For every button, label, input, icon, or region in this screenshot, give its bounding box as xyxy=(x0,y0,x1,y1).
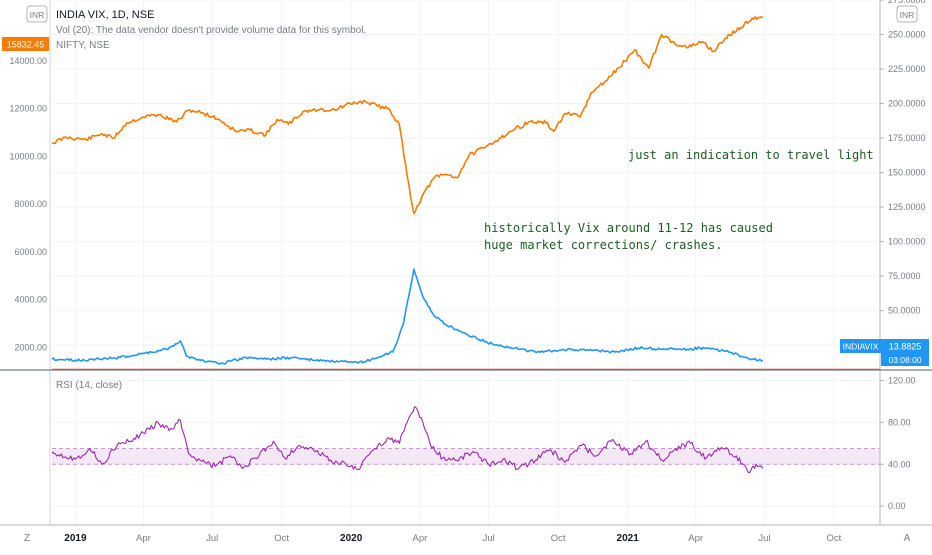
vix-price-tag: INDIAVIX 13.8825 03:08:00 xyxy=(840,339,929,366)
time-tick-label: 2021 xyxy=(617,533,640,544)
right-tick-label: 275.0000 xyxy=(888,0,926,5)
main-grid xyxy=(52,0,880,370)
right-tick-label: 100.0000 xyxy=(888,237,926,247)
right-tick-label: 200.0000 xyxy=(888,99,926,109)
rsi-tick-label: 120.00 xyxy=(888,375,916,385)
nifty-price-tag: 15832.45 xyxy=(2,37,49,51)
time-tick-label: Apr xyxy=(413,533,428,544)
vix-symbol-text: INDIAVIX xyxy=(843,342,879,352)
left-tick-label: 4000.00 xyxy=(14,295,47,305)
time-tick-label: Oct xyxy=(827,533,842,544)
left-tick-label: 10000.00 xyxy=(9,151,47,161)
time-tick-label: Oct xyxy=(274,533,289,544)
left-tick-label: 14000.00 xyxy=(9,56,47,66)
time-axis-ticks[interactable]: 2019 Apr Jul Oct 2020 Apr Jul Oct 2021 Apr Jul Oct xyxy=(64,533,841,544)
rsi-tick-label: 40.00 xyxy=(888,459,911,469)
currency-badge-left[interactable]: INR xyxy=(26,5,48,23)
time-tick-label: 2020 xyxy=(340,533,363,544)
right-axis-ticks[interactable]: 25.000050.000075.0000100.0000125.0000150… xyxy=(880,0,926,350)
nifty-series-line xyxy=(52,16,763,215)
right-tick-label: 50.0000 xyxy=(888,306,921,316)
overlay-series-label[interactable]: NIFTY, NSE xyxy=(56,40,110,51)
left-tick-label: 12000.00 xyxy=(9,104,47,114)
time-tick-label: Apr xyxy=(136,533,151,544)
rsi-grid xyxy=(52,370,880,525)
auto-scale-button[interactable]: A xyxy=(904,533,911,544)
time-tick-label: Jul xyxy=(206,533,218,544)
right-tick-label: 75.0000 xyxy=(888,271,921,281)
right-tick-label: 225.0000 xyxy=(888,64,926,74)
right-tick-label: 150.0000 xyxy=(888,168,926,178)
nifty-price-text: 15832.45 xyxy=(7,40,45,50)
annotation-travel-light[interactable]: just an indication to travel light xyxy=(628,148,874,162)
time-tick-label: Apr xyxy=(688,533,703,544)
vix-price-text: 13.8825 xyxy=(889,342,922,352)
zoom-button[interactable]: Z xyxy=(24,533,30,544)
rsi-axis-ticks[interactable]: 0.00 40.00 80.00 120.00 xyxy=(880,375,916,511)
left-axis-ticks[interactable]: 2000.00 4000.00 6000.00 8000.00 10000.00 1200… xyxy=(9,56,47,352)
volume-note: Vol (20): The data vendor doesn't provid… xyxy=(56,25,366,36)
rsi-tick-label: 0.00 xyxy=(888,501,906,511)
currency-right-text: INR xyxy=(900,10,915,20)
left-tick-label: 6000.00 xyxy=(14,247,47,257)
symbol-title[interactable]: INDIA VIX, 1D, NSE xyxy=(56,9,154,21)
time-tick-label: Oct xyxy=(551,533,566,544)
rsi-legend-label[interactable]: RSI (14, close) xyxy=(56,380,122,391)
right-tick-label: 125.0000 xyxy=(888,202,926,212)
time-tick-label: Jul xyxy=(758,533,770,544)
left-tick-label: 8000.00 xyxy=(14,199,47,209)
left-tick-label: 2000.00 xyxy=(14,342,47,352)
right-tick-label: 250.0000 xyxy=(888,30,926,40)
vix-series-line xyxy=(51,268,764,365)
annotation-vix-line2[interactable]: huge market corrections/ crashes. xyxy=(484,238,722,252)
currency-left-text: INR xyxy=(30,10,45,20)
annotation-vix-line1[interactable]: historically Vix around 11-12 has caused xyxy=(484,221,773,235)
currency-badge-right[interactable]: INR xyxy=(896,5,918,23)
right-tick-label: 175.0000 xyxy=(888,133,926,143)
rsi-series-line xyxy=(51,406,764,474)
time-tick-label: 2019 xyxy=(64,533,87,544)
rsi-band xyxy=(52,448,880,465)
countdown-text: 03:08:00 xyxy=(888,355,921,365)
time-tick-label: Jul xyxy=(483,533,495,544)
rsi-tick-label: 80.00 xyxy=(888,417,911,427)
